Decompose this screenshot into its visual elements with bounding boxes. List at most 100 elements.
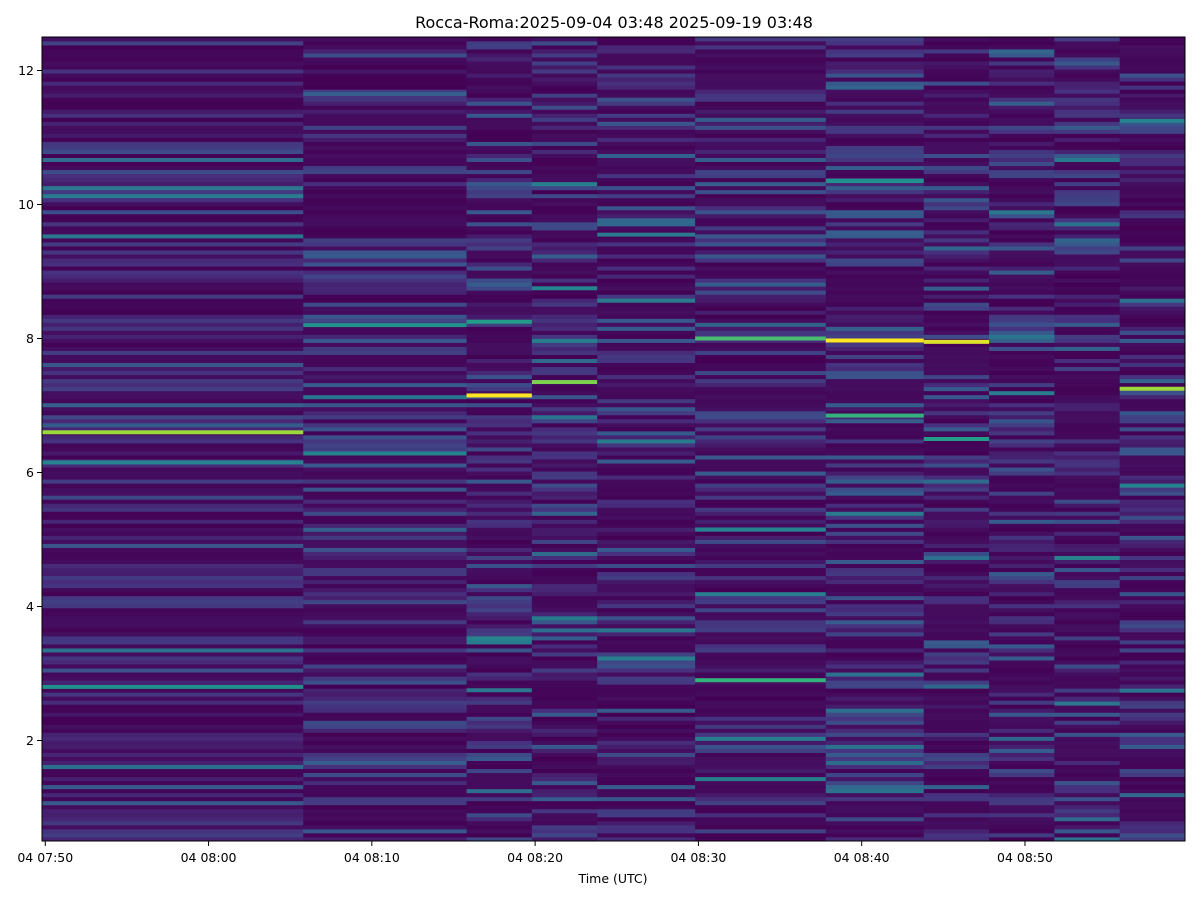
heatmap-cell xyxy=(597,495,696,500)
heatmap-cell xyxy=(531,551,598,556)
heatmap-cell xyxy=(531,390,598,396)
heatmap-cell xyxy=(531,579,598,585)
heatmap-cell xyxy=(1119,740,1186,745)
heatmap-cell xyxy=(531,129,598,134)
heatmap-cell xyxy=(825,583,925,589)
heatmap-cell xyxy=(597,756,696,761)
heatmap-cell xyxy=(1119,129,1186,134)
heatmap-cell xyxy=(531,117,598,122)
heatmap-cell xyxy=(695,648,827,653)
heatmap-cell xyxy=(531,274,598,279)
heatmap-cell xyxy=(597,137,696,142)
heatmap-cell xyxy=(531,322,598,327)
heatmap-cell xyxy=(42,334,304,339)
heatmap-cell xyxy=(1054,97,1121,102)
heatmap-cell xyxy=(42,402,304,408)
heatmap-cell xyxy=(531,607,598,613)
heatmap-cell xyxy=(923,708,990,713)
heatmap-cell xyxy=(1054,113,1121,118)
heatmap-cell xyxy=(989,53,1055,58)
heatmap-cell xyxy=(923,828,990,834)
heatmap-cell xyxy=(531,511,598,516)
heatmap-cell xyxy=(531,189,598,195)
heatmap-cell xyxy=(1054,318,1121,323)
heatmap-cell xyxy=(597,728,696,733)
heatmap-cell xyxy=(531,595,598,601)
heatmap-cell xyxy=(989,326,1055,331)
heatmap-cell xyxy=(1054,133,1121,138)
heatmap-cell xyxy=(923,161,990,167)
heatmap-cell xyxy=(466,583,533,589)
heatmap-cell xyxy=(1054,704,1121,709)
heatmap-cell xyxy=(695,716,827,721)
heatmap-cell xyxy=(42,141,304,146)
heatmap-cell xyxy=(597,439,696,444)
heatmap-cell xyxy=(695,631,827,637)
heatmap-cell xyxy=(597,668,696,673)
heatmap-cell xyxy=(825,487,925,492)
heatmap-cell xyxy=(695,471,827,476)
heatmap-cell xyxy=(466,342,533,347)
heatmap-cell xyxy=(923,177,990,183)
heatmap-cell xyxy=(597,820,696,826)
heatmap-cell xyxy=(695,579,827,585)
heatmap-cell xyxy=(825,422,925,428)
heatmap-cell xyxy=(825,242,925,247)
heatmap-cell xyxy=(1119,635,1186,641)
heatmap-cell xyxy=(1119,664,1186,669)
heatmap-cell xyxy=(923,298,990,303)
heatmap-cell xyxy=(42,479,304,484)
heatmap-cell xyxy=(1054,511,1121,516)
heatmap-cell xyxy=(303,579,467,585)
heatmap-cell xyxy=(825,828,925,834)
heatmap-cell xyxy=(42,644,304,649)
heatmap-cell xyxy=(1054,73,1121,78)
heatmap-cell xyxy=(989,205,1055,211)
heatmap-cell xyxy=(825,370,925,376)
heatmap-cell xyxy=(1119,603,1186,609)
heatmap-cell xyxy=(42,515,304,520)
heatmap-cell xyxy=(597,314,696,319)
heatmap-cell xyxy=(42,652,304,657)
x-tick-label: 04 08:50 xyxy=(997,850,1053,865)
heatmap-cell xyxy=(531,688,598,693)
heatmap-cell xyxy=(989,623,1055,629)
heatmap-cell xyxy=(923,262,990,267)
heatmap-cell xyxy=(42,153,304,158)
heatmap-cell xyxy=(825,748,925,753)
heatmap-cell xyxy=(42,362,304,368)
heatmap-cell xyxy=(1054,294,1121,299)
heatmap-cell xyxy=(1054,615,1121,621)
heatmap-cell xyxy=(1054,57,1121,62)
heatmap-cell xyxy=(923,238,990,243)
heatmap-highlight-band xyxy=(923,437,990,441)
heatmap-cell xyxy=(989,692,1055,697)
heatmap-cell xyxy=(597,334,696,339)
heatmap-cell xyxy=(42,607,304,613)
heatmap-cell xyxy=(695,274,827,279)
heatmap-cell xyxy=(42,173,304,179)
heatmap-cell xyxy=(597,656,696,661)
heatmap-cell xyxy=(923,760,990,766)
heatmap-cell xyxy=(597,221,696,227)
heatmap-cell xyxy=(42,776,304,782)
heatmap-cell xyxy=(923,209,990,215)
heatmap-cell xyxy=(531,278,598,283)
heatmap-cell xyxy=(695,836,827,842)
heatmap-cell xyxy=(989,390,1055,396)
heatmap-cell xyxy=(989,439,1055,444)
heatmap-cell xyxy=(303,680,467,685)
heatmap-cell xyxy=(825,555,925,560)
heatmap-cell xyxy=(531,792,598,798)
heatmap-cell xyxy=(466,832,533,838)
heatmap-cell xyxy=(825,362,925,368)
heatmap-cell xyxy=(695,233,827,239)
heatmap-cell xyxy=(42,205,304,211)
heatmap-cell xyxy=(597,402,696,408)
heatmap-cell xyxy=(531,73,598,78)
heatmap-cell xyxy=(42,796,304,802)
heatmap-cell xyxy=(42,246,304,251)
heatmap-cell xyxy=(1119,193,1186,199)
heatmap-cell xyxy=(466,382,533,388)
heatmap-cell xyxy=(825,660,925,665)
